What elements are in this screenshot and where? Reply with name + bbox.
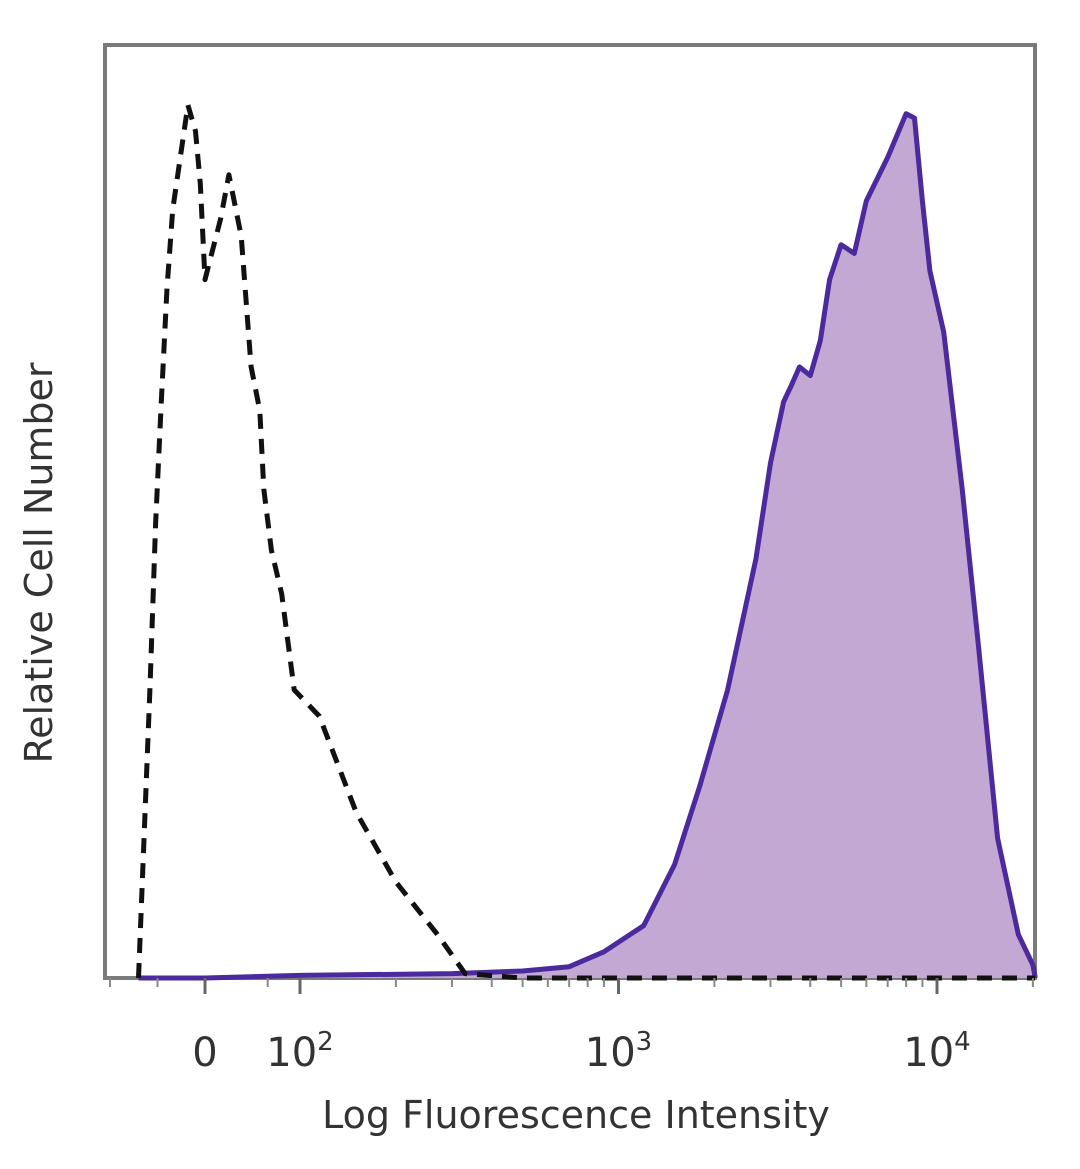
x-tick-label-3: 104 bbox=[903, 1027, 970, 1076]
series-0-line bbox=[136, 102, 1036, 981]
y-axis-title: Relative Cell Number bbox=[17, 362, 61, 763]
x-axis-ticks bbox=[109, 978, 1034, 994]
x-tick-label-1: 102 bbox=[266, 1027, 333, 1076]
x-axis-title: Log Fluorescence Intensity bbox=[322, 1093, 830, 1137]
x-tick-label-0: 0 bbox=[192, 1030, 217, 1076]
series-1-line bbox=[138, 111, 1038, 981]
series-1-fill bbox=[138, 113, 1035, 978]
x-tick-label-2: 103 bbox=[585, 1027, 652, 1076]
series-layer bbox=[136, 102, 1038, 981]
x-axis-tick-labels: 0102103104105 bbox=[192, 1027, 970, 1076]
